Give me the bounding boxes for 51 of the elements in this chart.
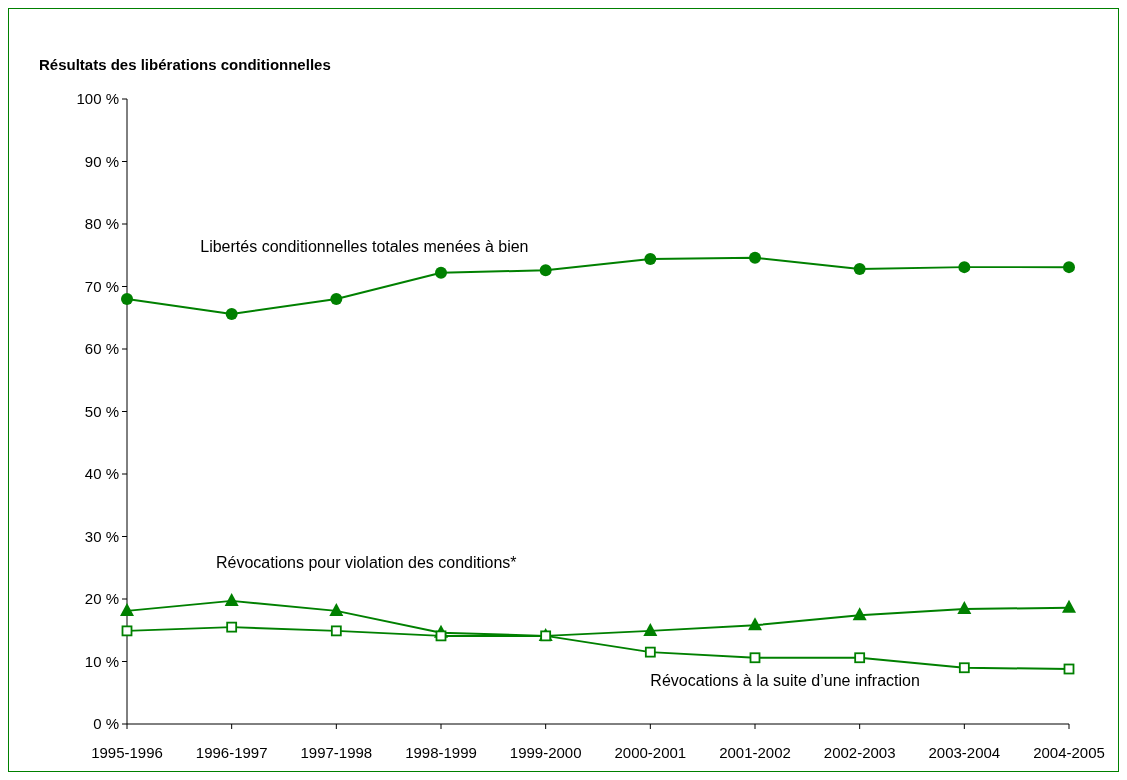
- point: [1063, 261, 1075, 274]
- point: [121, 293, 133, 305]
- y-tick-label: 50 %: [84, 402, 119, 420]
- point: [644, 253, 657, 265]
- series-label: Révocations à la suite d’une infraction: [650, 672, 920, 690]
- point: [749, 652, 761, 664]
- x-tick-label: 1998-1999: [405, 744, 477, 761]
- y-tick-label: 30 %: [84, 527, 119, 545]
- x-tick-label: 2001-2002: [719, 744, 791, 761]
- x-tick-label: 2003-2004: [928, 744, 1001, 761]
- point: [224, 592, 239, 606]
- series-label: Révocations pour violation des conditions*: [215, 554, 517, 572]
- point: [120, 602, 134, 616]
- point: [435, 266, 447, 279]
- point: [226, 621, 238, 633]
- point: [852, 607, 867, 621]
- y-tick-label: 10 %: [84, 652, 119, 670]
- point: [1062, 599, 1076, 613]
- y-tick-label: 40 %: [84, 465, 119, 483]
- point: [853, 263, 866, 275]
- chart-title: Résultats des libérations conditionnelles: [39, 56, 331, 73]
- point: [539, 264, 552, 277]
- x-tick-label: 1996-1997: [195, 744, 268, 761]
- y-tick-label: 60 %: [84, 340, 119, 358]
- x-tick-label: 2004-2005: [1033, 744, 1105, 761]
- x-tick-label: 1995-1996: [91, 744, 163, 761]
- y-tick-label: 100 %: [76, 90, 119, 108]
- y-tick-label: 20 %: [84, 590, 119, 608]
- point: [329, 602, 344, 616]
- y-tick-label: 80 %: [84, 215, 119, 233]
- y-tick-label: 70 %: [84, 277, 119, 295]
- point: [958, 662, 970, 674]
- y-tick-label: 0 %: [93, 715, 119, 733]
- x-tick-label: 1999-2000: [509, 744, 582, 761]
- point: [435, 630, 447, 642]
- y-tick-label: 90 %: [84, 152, 119, 170]
- x-tick-label: 1997-1998: [300, 744, 373, 761]
- point: [958, 261, 971, 274]
- point: [957, 601, 972, 614]
- point: [643, 622, 658, 636]
- point: [644, 646, 656, 658]
- point: [121, 625, 133, 637]
- point: [854, 652, 866, 664]
- point: [330, 625, 342, 637]
- point: [749, 251, 761, 264]
- point: [748, 617, 762, 631]
- x-tick-label: 2002-2003: [823, 744, 896, 761]
- x-tick-label: 2000-2001: [614, 744, 687, 761]
- point: [225, 308, 238, 320]
- point: [330, 293, 343, 305]
- series-label: Libertés conditionnelles totales menées à bien: [200, 237, 529, 255]
